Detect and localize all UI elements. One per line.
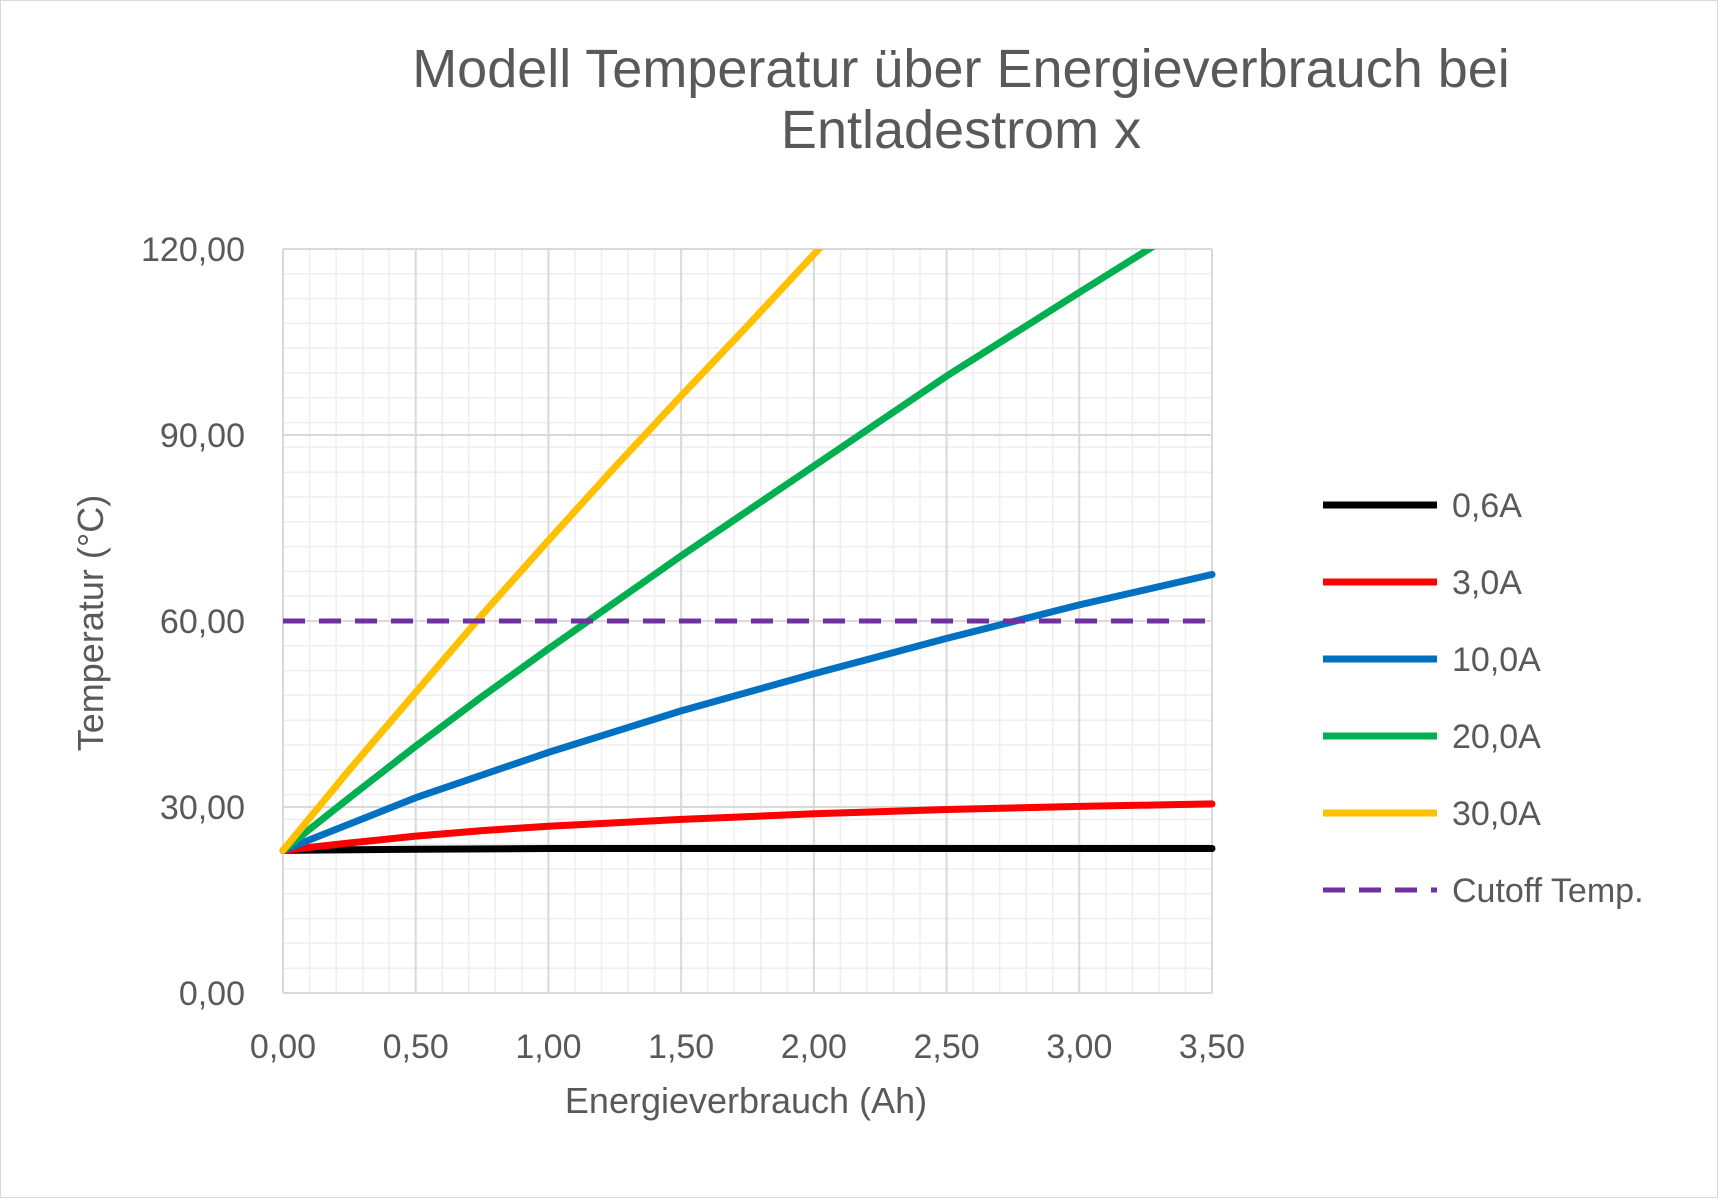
y-tick-label: 60,00 [160, 603, 245, 641]
series-line-10-0a [279, 571, 1216, 854]
series-line-0-6a [279, 845, 1216, 854]
chart-title-line: Modell Temperatur über Energieverbrauch … [412, 39, 1510, 99]
y-tick-label: 30,00 [160, 789, 245, 827]
legend-label: 30,0A [1452, 795, 1541, 833]
legend-label: 20,0A [1452, 718, 1541, 756]
series-line-3-0a [279, 800, 1216, 854]
legend-label: 0,6A [1452, 487, 1522, 525]
x-tick-label: 0,50 [383, 1028, 449, 1066]
x-tick-label: 1,00 [515, 1028, 581, 1066]
x-axis-label: Energieverbrauch (Ah) [565, 1080, 927, 1121]
legend: 0,6A 3,0A 10,0A 20,0A 30,0A Cutoff Temp. [1323, 487, 1644, 910]
x-tick-label: 3,50 [1179, 1028, 1245, 1066]
y-tick-label: 120,00 [141, 231, 245, 269]
x-tick-label: 2,50 [913, 1028, 979, 1066]
legend-label: Cutoff Temp. [1452, 872, 1644, 910]
x-tick-label: 2,00 [781, 1028, 847, 1066]
x-axis-ticks: 0,00 0,50 1,00 1,50 2,00 2,50 3,00 3,50 [250, 1028, 1245, 1066]
series-line-20-0a [279, 249, 1156, 854]
y-axis-ticks: 0,00 30,00 60,00 90,00 120,00 [141, 231, 245, 1013]
legend-label: 3,0A [1452, 564, 1522, 602]
major-gridlines [282, 248, 1213, 994]
x-tick-label: 1,50 [648, 1028, 714, 1066]
legend-label: 10,0A [1452, 641, 1541, 679]
x-tick-label: 0,00 [250, 1028, 316, 1066]
x-tick-label: 3,00 [1046, 1028, 1112, 1066]
y-tick-label: 90,00 [160, 417, 245, 455]
chart-title: Modell Temperatur über Energieverbrauch … [412, 39, 1510, 160]
y-tick-label: 0,00 [179, 975, 245, 1013]
y-axis-label: Temperatur (°C) [70, 495, 111, 751]
series-lines [279, 249, 1216, 854]
chart-title-line: Entladestrom x [781, 100, 1141, 160]
series-line-30-0a [279, 249, 824, 854]
